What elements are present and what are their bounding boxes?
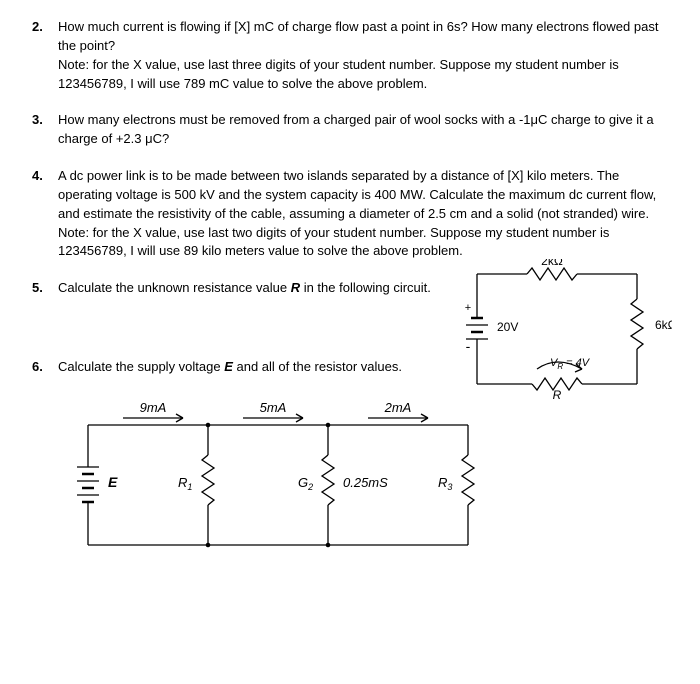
question-5: 5. Calculate the unknown resistance valu… <box>58 279 662 298</box>
q4-number: 4. <box>32 167 43 186</box>
circuit-q6-wrap: 9mA 5mA 2mA E R1 G2 0.25mS R3 <box>68 395 662 571</box>
q5-text-post: in the following circuit. <box>300 280 431 295</box>
q2-note: Note: for the X value, use last three di… <box>58 56 662 94</box>
q6-E: E <box>224 359 233 374</box>
label-E: E <box>108 474 118 490</box>
question-4: 4. A dc power link is to be made between… <box>58 167 662 261</box>
label-6kohm: 6kΩ <box>655 318 672 332</box>
q2-number: 2. <box>32 18 43 37</box>
question-3: 3. How many electrons must be removed fr… <box>58 111 662 149</box>
label-2ma: 2mA <box>384 400 412 415</box>
question-2: 2. How much current is flowing if [X] mC… <box>58 18 662 93</box>
label-R3: R3 <box>438 475 452 492</box>
q5-text-pre: Calculate the unknown resistance value <box>58 280 291 295</box>
q2-body: How much current is flowing if [X] mC of… <box>58 18 662 93</box>
q3-number: 3. <box>32 111 43 130</box>
q4-text: A dc power link is to be made between tw… <box>58 167 662 224</box>
battery-plus: + <box>465 302 471 314</box>
q6-body: Calculate the supply voltage E and all o… <box>58 358 662 377</box>
q6-text-pre: Calculate the supply voltage <box>58 359 224 374</box>
label-20v: 20V <box>497 320 518 334</box>
battery-minus: - <box>466 338 471 354</box>
question-6: 6. Calculate the supply voltage E and al… <box>58 358 662 571</box>
q6-text-post: and all of the resistor values. <box>233 359 402 374</box>
q4-body: A dc power link is to be made between tw… <box>58 167 662 261</box>
label-2kohm: 2kΩ <box>541 259 563 268</box>
label-G2: G2 <box>298 475 313 492</box>
label-5ma: 5mA <box>260 400 287 415</box>
q2-text: How much current is flowing if [X] mC of… <box>58 18 662 56</box>
label-G2val: 0.25mS <box>343 475 388 490</box>
label-R1: R1 <box>178 475 192 492</box>
q5-number: 5. <box>32 279 43 298</box>
q3-text: How many electrons must be removed from … <box>58 111 662 149</box>
q4-note: Note: for the X value, use last two digi… <box>58 224 662 262</box>
label-9ma: 9mA <box>140 400 167 415</box>
q5-R: R <box>291 280 300 295</box>
circuit-q6: 9mA 5mA 2mA E R1 G2 0.25mS R3 <box>68 395 498 565</box>
q6-number: 6. <box>32 358 43 377</box>
